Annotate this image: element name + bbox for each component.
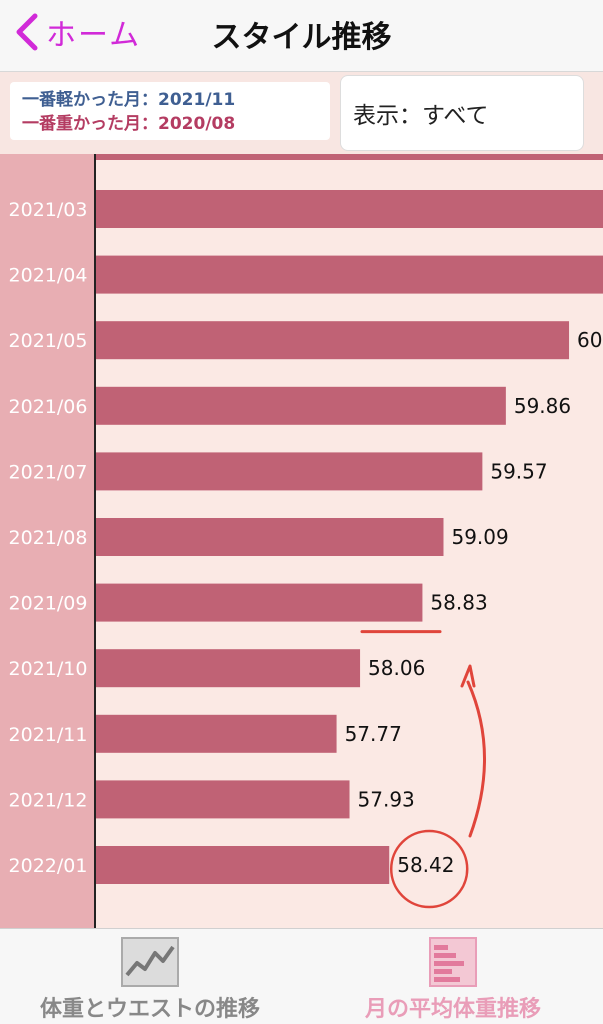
category-label: 2021/10 [9,658,88,680]
value-label: 59.57 [490,459,547,483]
value-label: 60.64 [577,328,603,352]
category-label: 2021/07 [9,461,88,483]
bar-partial [96,154,603,160]
chart-axis [94,154,96,928]
tab-monthly-average[interactable]: 月の平均体重推移 [303,929,603,1024]
value-label: 59.09 [451,525,508,549]
tab-monthly-average-label: 月の平均体重推移 [364,997,541,1022]
bar-chart: 2021/0362.072021/0461.292021/0560.642021… [9,154,603,909]
bar-2021-07 [96,452,483,491]
tab-weight-waist-label: 体重とウエストの推移 [39,997,260,1022]
nav-bar: ホーム スタイル推移 [0,0,603,72]
category-label: 2021/09 [9,593,88,615]
value-label: 58.06 [368,656,425,680]
summary-box: 一番軽かった月：2021/11 一番重かった月：2020/08 [10,82,330,140]
heaviest-month-label: 一番重かった月：2020/08 [22,114,236,134]
value-label: 57.77 [345,722,402,746]
bar-2021-04 [96,255,603,294]
bar-2021-05 [96,321,570,360]
back-button[interactable]: ホーム [14,10,141,54]
category-label: 2021/11 [9,724,88,746]
bar-2021-03 [96,190,603,228]
display-filter-label: 表示：すべて [353,103,489,129]
page-title: スタイル推移 [211,20,392,55]
back-label: ホーム [46,18,142,53]
tab-weight-waist[interactable]: 体重とウエストの推移 [0,929,300,1024]
category-label: 2022/01 [9,855,88,877]
display-filter-button[interactable]: 表示：すべて [340,75,584,151]
bar-2021-06 [96,386,506,425]
category-label: 2021/03 [9,199,88,221]
line-chart-icon [121,937,179,987]
monthly-weight-chart[interactable]: 2021/0362.072021/0461.292021/0560.642021… [0,154,603,928]
bar-chart-icon [429,937,477,987]
category-label: 2021/05 [9,330,88,352]
lightest-month-label: 一番軽かった月：2021/11 [22,90,236,110]
bar-2021-08 [96,518,444,556]
chevron-left-icon [16,13,38,51]
value-label: 58.83 [430,591,487,615]
value-label: 58.42 [397,853,454,877]
annotation-arrowhead [460,664,476,688]
bar-2022-01 [96,846,390,884]
category-label: 2021/12 [9,789,88,811]
annotation-arrow-curve [466,680,486,838]
info-row: 一番軽かった月：2021/11 一番重かった月：2020/08 表示：すべて [0,72,603,154]
category-label: 2021/04 [9,265,88,287]
bar-2021-10 [96,649,361,688]
category-label: 2021/08 [9,527,88,549]
month-label-column [0,154,94,928]
bar-2021-12 [96,780,350,819]
bar-2021-11 [96,714,337,753]
annotation-circle [389,829,469,909]
value-label: 59.86 [514,394,571,418]
bar-2021-09 [96,583,423,622]
tab-bar: 体重とウエストの推移 月の平均体重推移 [0,928,603,1024]
value-label: 57.93 [358,787,415,811]
category-label: 2021/06 [9,396,88,418]
